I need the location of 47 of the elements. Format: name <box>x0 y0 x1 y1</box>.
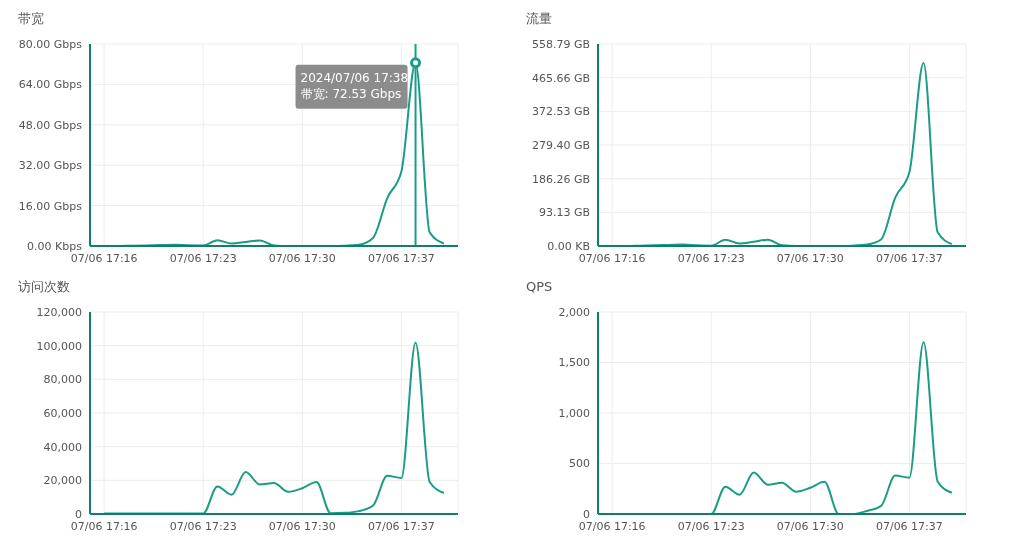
chart-title: 访问次数 <box>17 278 71 296</box>
y-tick-label: 0.00 Kbps <box>27 239 83 253</box>
x-tick-label: 07/06 17:16 <box>578 251 646 265</box>
y-tick-label: 20,000 <box>43 474 82 488</box>
y-tick-label: 1,500 <box>558 356 590 370</box>
x-tick-label: 07/06 17:30 <box>268 519 336 533</box>
chart-title: 流量 <box>525 10 553 28</box>
y-tick-label: 64.00 Gbps <box>18 78 83 92</box>
y-tick-label: 279.40 GB <box>531 138 590 152</box>
y-tick-label: 40,000 <box>43 440 82 454</box>
x-tick-label: 07/06 17:37 <box>875 519 943 533</box>
y-tick-label: 60,000 <box>43 406 82 420</box>
annotation: 2024/07/06 17:38 带宽: 72.53 Gbps <box>300 70 409 101</box>
x-tick-label: 07/06 17:30 <box>776 251 844 265</box>
y-tick-label: 48.00 Gbps <box>18 118 83 132</box>
y-tick-label: 80.00 Gbps <box>18 37 83 51</box>
x-tick-label: 07/06 17:23 <box>169 519 237 533</box>
x-tick-label: 07/06 17:37 <box>367 251 435 265</box>
x-tick-label: 07/06 17:23 <box>169 251 237 265</box>
y-tick-label: 186.26 GB <box>531 172 590 186</box>
x-tick-label: 07/06 17:16 <box>578 519 646 533</box>
chart-title: 带宽 <box>17 10 45 28</box>
y-tick-label: 465.66 GB <box>531 71 590 85</box>
x-tick-label: 07/06 17:23 <box>677 519 745 533</box>
y-tick-label: 372.53 GB <box>531 105 590 119</box>
y-tick-label: 120,000 <box>36 305 82 319</box>
y-tick-label: 16.00 Gbps <box>18 199 83 213</box>
y-tick-label: 0 <box>583 507 590 521</box>
y-tick-label: 558.79 GB <box>531 37 590 51</box>
y-tick-label: 2,000 <box>558 305 590 319</box>
x-tick-label: 07/06 17:37 <box>875 251 943 265</box>
y-tick-label: 93.13 GB <box>538 206 590 220</box>
line-series <box>103 341 445 514</box>
y-tick-label: 0.00 KB <box>547 239 590 253</box>
x-tick-label: 07/06 17:16 <box>70 251 138 265</box>
y-tick-label: 1,000 <box>558 406 590 420</box>
y-tick-label: 80,000 <box>43 373 82 387</box>
y-tick-label: 0 <box>75 507 82 521</box>
y-tick-label: 32.00 Gbps <box>18 159 83 173</box>
x-tick-label: 07/06 17:37 <box>367 519 435 533</box>
x-tick-label: 07/06 17:16 <box>70 519 138 533</box>
y-tick-label: 100,000 <box>36 339 82 353</box>
y-tick-label: 500 <box>569 457 590 471</box>
x-tick-label: 07/06 17:23 <box>677 251 745 265</box>
chart-title: QPS <box>525 278 554 296</box>
x-tick-label: 07/06 17:30 <box>776 519 844 533</box>
x-tick-label: 07/06 17:30 <box>268 251 336 265</box>
